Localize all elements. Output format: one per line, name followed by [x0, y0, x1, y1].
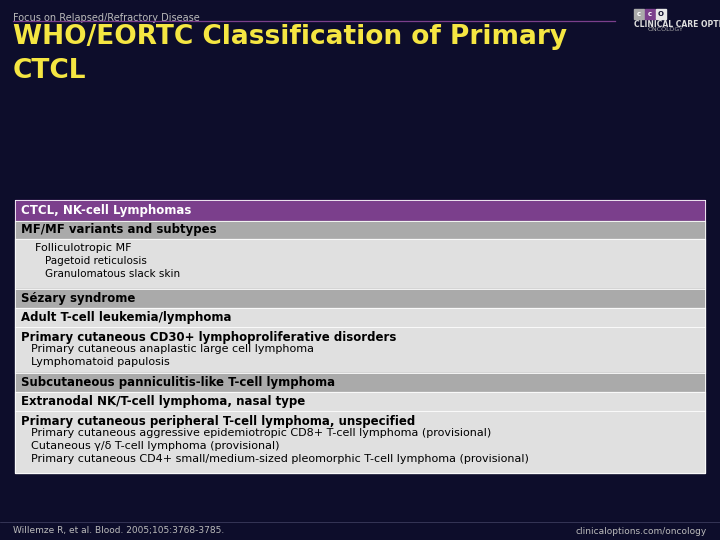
Bar — [15, 373, 705, 392]
Text: Folliculotropic MF: Folliculotropic MF — [35, 243, 132, 253]
Text: O: O — [658, 11, 664, 17]
Text: Focus on Relapsed/Refractory Disease: Focus on Relapsed/Refractory Disease — [13, 13, 199, 23]
Text: Extranodal NK/T-cell lymphoma, nasal type: Extranodal NK/T-cell lymphoma, nasal typ… — [21, 395, 305, 408]
Text: Primary cutaneous anaplastic large cell lymphoma: Primary cutaneous anaplastic large cell … — [31, 344, 314, 354]
Text: CTCL: CTCL — [13, 58, 86, 84]
Text: Sézary syndrome: Sézary syndrome — [21, 292, 135, 305]
Text: Primary cutaneous CD30+ lymphoproliferative disorders: Primary cutaneous CD30+ lymphoproliferat… — [21, 331, 397, 344]
Text: CTCL, NK-cell Lymphomas: CTCL, NK-cell Lymphomas — [21, 204, 192, 217]
Text: Primary cutaneous aggressive epidemiotropic CD8+ T-cell lymphoma (provisional): Primary cutaneous aggressive epidemiotro… — [31, 428, 491, 438]
Text: ONCOLOGY: ONCOLOGY — [648, 27, 684, 32]
Text: WHO/EORTC Classification of Primary: WHO/EORTC Classification of Primary — [13, 24, 567, 50]
Text: CLINICAL CARE OPTIONS: CLINICAL CARE OPTIONS — [634, 20, 720, 29]
Text: Lymphomatoid papulosis: Lymphomatoid papulosis — [31, 357, 170, 367]
Bar — [15, 239, 705, 289]
Text: Cutaneous γ/δ T-cell lymphoma (provisional): Cutaneous γ/δ T-cell lymphoma (provision… — [31, 441, 279, 451]
Bar — [656, 9, 666, 19]
Bar — [15, 308, 705, 327]
Bar — [634, 9, 644, 19]
Text: Granulomatous slack skin: Granulomatous slack skin — [45, 269, 180, 279]
Text: Subcutaneous panniculitis-like T-cell lymphoma: Subcutaneous panniculitis-like T-cell ly… — [21, 376, 335, 389]
Text: Adult T-cell leukemia/lymphoma: Adult T-cell leukemia/lymphoma — [21, 311, 232, 324]
Text: c: c — [637, 11, 641, 17]
Bar — [645, 9, 655, 19]
Bar — [15, 327, 705, 373]
Bar — [15, 289, 705, 308]
Text: Willemze R, et al. Blood. 2005;105:3768-3785.: Willemze R, et al. Blood. 2005;105:3768-… — [13, 526, 224, 536]
Text: MF/MF variants and subtypes: MF/MF variants and subtypes — [21, 224, 217, 237]
Text: clinicaloptions.com/oncology: clinicaloptions.com/oncology — [576, 526, 707, 536]
Text: c: c — [648, 11, 652, 17]
Text: Pagetoid reticulosis: Pagetoid reticulosis — [45, 256, 147, 266]
Text: Primary cutaneous CD4+ small/medium-sized pleomorphic T-cell lymphoma (provision: Primary cutaneous CD4+ small/medium-size… — [31, 454, 529, 464]
Text: Primary cutaneous peripheral T-cell lymphoma, unspecified: Primary cutaneous peripheral T-cell lymp… — [21, 415, 415, 428]
Bar — [15, 221, 705, 239]
Bar — [15, 392, 705, 411]
Bar — [15, 411, 705, 473]
Bar — [15, 200, 705, 221]
